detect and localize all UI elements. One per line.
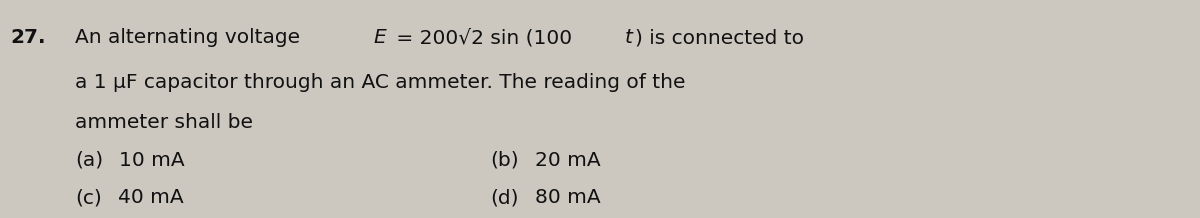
Text: ammeter shall be: ammeter shall be	[74, 113, 253, 132]
Text: (a): (a)	[74, 151, 103, 170]
Text: 10 mA: 10 mA	[119, 151, 185, 170]
Text: E: E	[373, 28, 386, 47]
Text: t: t	[625, 28, 634, 47]
Text: 27.: 27.	[10, 28, 46, 47]
Text: ) is connected to: ) is connected to	[635, 28, 804, 47]
Text: = 200√2 sin (100: = 200√2 sin (100	[390, 28, 572, 47]
Text: 80 mA: 80 mA	[535, 188, 600, 207]
Text: An alternating voltage: An alternating voltage	[74, 28, 306, 47]
Text: (b): (b)	[490, 151, 518, 170]
Text: (d): (d)	[490, 188, 518, 207]
Text: 40 mA: 40 mA	[118, 188, 184, 207]
Text: 20 mA: 20 mA	[535, 151, 600, 170]
Text: (c): (c)	[74, 188, 102, 207]
Text: a 1 μF capacitor through an AC ammeter. The reading of the: a 1 μF capacitor through an AC ammeter. …	[74, 73, 685, 92]
